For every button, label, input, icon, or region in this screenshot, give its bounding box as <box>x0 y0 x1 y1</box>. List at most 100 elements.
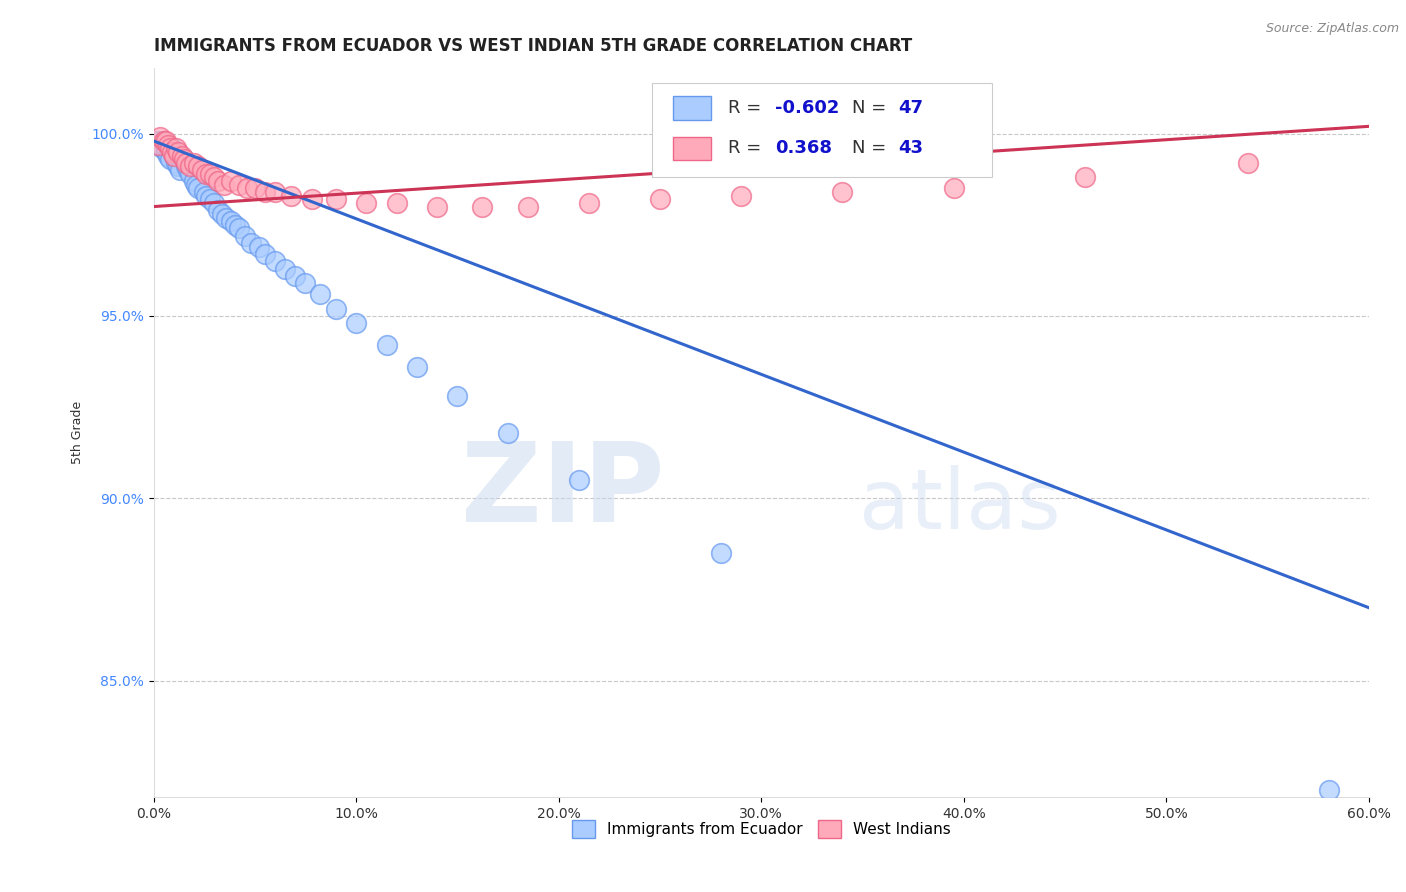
Point <box>184 178 207 192</box>
Point <box>160 145 183 159</box>
Point <box>195 167 218 181</box>
Point <box>159 152 181 166</box>
Point <box>146 134 169 148</box>
Point <box>179 160 201 174</box>
FancyBboxPatch shape <box>652 83 993 178</box>
Point <box>344 316 367 330</box>
Point <box>195 188 218 202</box>
Point <box>174 156 197 170</box>
Point <box>1236 156 1258 170</box>
Point <box>159 141 181 155</box>
Point <box>496 425 519 440</box>
Point <box>174 160 197 174</box>
Point <box>406 359 429 374</box>
Point <box>163 148 186 162</box>
Point <box>228 221 250 235</box>
Text: N =: N = <box>852 139 893 157</box>
Point <box>385 195 408 210</box>
Point <box>149 130 172 145</box>
Point <box>160 141 183 155</box>
Point <box>471 200 494 214</box>
Point <box>235 181 257 195</box>
Text: 43: 43 <box>898 139 924 157</box>
Text: ZIP: ZIP <box>461 438 664 544</box>
Point <box>243 181 266 195</box>
Text: atlas: atlas <box>859 465 1060 546</box>
Point <box>173 152 195 166</box>
Point <box>247 240 270 254</box>
Point <box>648 192 671 206</box>
Point <box>942 181 965 195</box>
Point <box>155 145 177 159</box>
Point <box>146 137 169 152</box>
Point <box>224 218 246 232</box>
Point <box>219 174 242 188</box>
Point <box>517 200 540 214</box>
Point <box>301 192 323 206</box>
Point <box>177 163 200 178</box>
Point <box>215 211 238 225</box>
Legend: Immigrants from Ecuador, West Indians: Immigrants from Ecuador, West Indians <box>565 814 957 845</box>
Text: -0.602: -0.602 <box>775 99 839 117</box>
Point <box>200 167 222 181</box>
Point <box>325 192 347 206</box>
Point <box>239 235 262 250</box>
Point <box>170 148 193 162</box>
Point <box>253 247 276 261</box>
Point <box>375 338 398 352</box>
Point <box>202 170 225 185</box>
Point <box>426 200 449 214</box>
Point <box>183 156 205 170</box>
Point <box>163 148 186 162</box>
Point <box>710 546 733 560</box>
Point <box>446 389 468 403</box>
Point <box>200 192 222 206</box>
Text: IMMIGRANTS FROM ECUADOR VS WEST INDIAN 5TH GRADE CORRELATION CHART: IMMIGRANTS FROM ECUADOR VS WEST INDIAN 5… <box>153 37 911 55</box>
Bar <box>672 96 711 120</box>
Point <box>214 178 236 192</box>
Point <box>152 134 174 148</box>
Point <box>228 178 250 192</box>
Point <box>187 160 209 174</box>
Point <box>207 203 229 218</box>
Point <box>325 301 347 316</box>
Text: R =: R = <box>728 99 768 117</box>
Text: N =: N = <box>852 99 893 117</box>
Point <box>166 160 188 174</box>
Point <box>354 195 377 210</box>
Point <box>156 148 179 162</box>
Point <box>253 185 276 199</box>
Point <box>193 185 215 199</box>
Point <box>264 254 287 268</box>
Point <box>179 167 201 181</box>
Text: 0.368: 0.368 <box>775 139 832 157</box>
Point <box>202 195 225 210</box>
Point <box>274 261 297 276</box>
Point <box>150 141 173 155</box>
Point <box>173 152 195 166</box>
Point <box>264 185 287 199</box>
Point <box>155 134 177 148</box>
Point <box>568 473 591 487</box>
Point <box>207 174 229 188</box>
Text: R =: R = <box>728 139 768 157</box>
Point <box>166 145 188 159</box>
Point <box>187 181 209 195</box>
Point <box>831 185 853 199</box>
Point <box>280 188 302 202</box>
Point <box>211 207 233 221</box>
Point <box>308 287 330 301</box>
Point <box>578 195 600 210</box>
Point <box>233 228 256 243</box>
Point <box>165 141 187 155</box>
Y-axis label: 5th Grade: 5th Grade <box>72 401 84 464</box>
Point <box>730 188 752 202</box>
Point <box>152 134 174 148</box>
Point <box>284 268 307 283</box>
Point <box>149 137 172 152</box>
Point <box>169 163 191 178</box>
Point <box>219 214 242 228</box>
Point <box>191 163 214 178</box>
Point <box>1317 783 1340 797</box>
Text: 47: 47 <box>898 99 924 117</box>
